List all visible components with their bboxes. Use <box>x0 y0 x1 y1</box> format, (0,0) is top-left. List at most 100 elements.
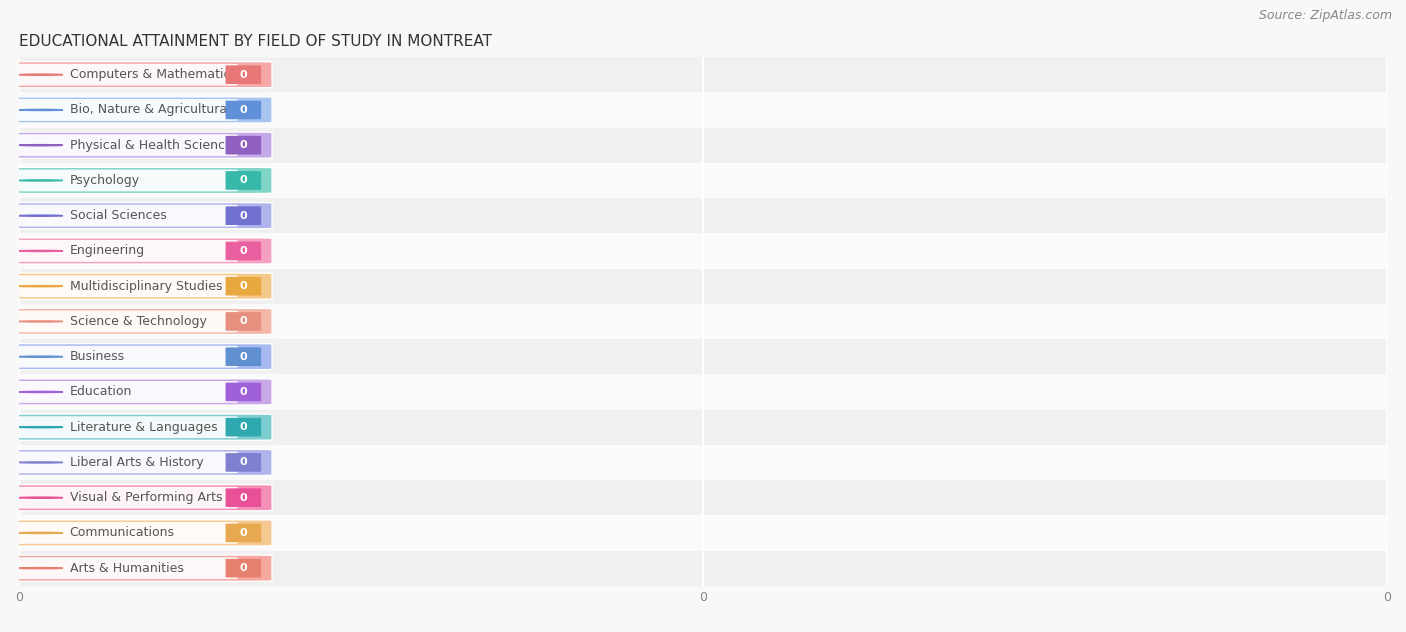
Text: 0: 0 <box>239 176 247 185</box>
FancyBboxPatch shape <box>7 308 273 334</box>
FancyBboxPatch shape <box>225 312 262 331</box>
Text: Multidisciplinary Studies: Multidisciplinary Studies <box>70 280 222 293</box>
FancyBboxPatch shape <box>11 240 238 262</box>
FancyBboxPatch shape <box>7 344 273 370</box>
Text: 0: 0 <box>239 458 247 468</box>
FancyBboxPatch shape <box>11 522 238 544</box>
Text: Bio, Nature & Agricultural: Bio, Nature & Agricultural <box>70 104 231 116</box>
Text: 0: 0 <box>239 317 247 327</box>
Circle shape <box>20 180 63 181</box>
Circle shape <box>20 568 63 569</box>
Circle shape <box>20 391 63 392</box>
FancyBboxPatch shape <box>7 203 273 229</box>
FancyBboxPatch shape <box>225 489 262 507</box>
Circle shape <box>20 427 63 428</box>
Text: 0: 0 <box>239 422 247 432</box>
FancyBboxPatch shape <box>7 485 273 511</box>
FancyBboxPatch shape <box>225 453 262 471</box>
Circle shape <box>20 145 63 146</box>
Text: Physical & Health Sciences: Physical & Health Sciences <box>70 138 239 152</box>
Text: Education: Education <box>70 386 132 398</box>
FancyBboxPatch shape <box>11 205 238 227</box>
FancyBboxPatch shape <box>225 65 262 84</box>
FancyBboxPatch shape <box>11 310 238 332</box>
Text: 0: 0 <box>239 493 247 502</box>
FancyBboxPatch shape <box>7 61 273 88</box>
FancyBboxPatch shape <box>11 99 238 121</box>
Bar <box>20 515 1386 550</box>
FancyBboxPatch shape <box>11 557 238 579</box>
Bar <box>20 233 1386 269</box>
Text: Psychology: Psychology <box>70 174 139 187</box>
Text: Business: Business <box>70 350 125 363</box>
Text: Science & Technology: Science & Technology <box>70 315 207 328</box>
Bar <box>20 92 1386 128</box>
FancyBboxPatch shape <box>11 169 238 191</box>
FancyBboxPatch shape <box>11 487 238 509</box>
FancyBboxPatch shape <box>7 238 273 264</box>
FancyBboxPatch shape <box>225 241 262 260</box>
Bar <box>20 163 1386 198</box>
Text: 0: 0 <box>239 70 247 80</box>
FancyBboxPatch shape <box>225 348 262 366</box>
Text: 0: 0 <box>239 140 247 150</box>
FancyBboxPatch shape <box>225 136 262 155</box>
Bar <box>20 339 1386 374</box>
Bar <box>20 550 1386 586</box>
Text: Arts & Humanities: Arts & Humanities <box>70 562 184 574</box>
Text: 0: 0 <box>239 528 247 538</box>
Bar <box>20 57 1386 92</box>
Bar <box>20 445 1386 480</box>
Text: EDUCATIONAL ATTAINMENT BY FIELD OF STUDY IN MONTREAT: EDUCATIONAL ATTAINMENT BY FIELD OF STUDY… <box>20 34 492 49</box>
Circle shape <box>20 74 63 75</box>
FancyBboxPatch shape <box>11 346 238 368</box>
FancyBboxPatch shape <box>225 382 262 401</box>
FancyBboxPatch shape <box>225 100 262 119</box>
Text: 0: 0 <box>239 351 247 362</box>
FancyBboxPatch shape <box>7 273 273 300</box>
Bar <box>20 480 1386 515</box>
FancyBboxPatch shape <box>225 171 262 190</box>
Text: 0: 0 <box>239 210 247 221</box>
Circle shape <box>20 321 63 322</box>
FancyBboxPatch shape <box>11 381 238 403</box>
FancyBboxPatch shape <box>11 276 238 297</box>
Circle shape <box>20 532 63 533</box>
Bar <box>20 410 1386 445</box>
FancyBboxPatch shape <box>11 451 238 473</box>
Circle shape <box>20 250 63 252</box>
Circle shape <box>20 497 63 498</box>
Bar <box>20 128 1386 163</box>
Text: 0: 0 <box>239 105 247 115</box>
Text: Communications: Communications <box>70 526 174 540</box>
Text: 0: 0 <box>239 387 247 397</box>
Bar <box>20 269 1386 304</box>
Text: Social Sciences: Social Sciences <box>70 209 166 222</box>
Circle shape <box>20 215 63 216</box>
FancyBboxPatch shape <box>225 559 262 578</box>
Text: Literature & Languages: Literature & Languages <box>70 421 218 434</box>
Text: Visual & Performing Arts: Visual & Performing Arts <box>70 491 222 504</box>
FancyBboxPatch shape <box>11 416 238 438</box>
Circle shape <box>20 462 63 463</box>
FancyBboxPatch shape <box>7 555 273 581</box>
Bar <box>20 304 1386 339</box>
Text: 0: 0 <box>239 563 247 573</box>
FancyBboxPatch shape <box>7 449 273 475</box>
FancyBboxPatch shape <box>225 277 262 296</box>
FancyBboxPatch shape <box>7 97 273 123</box>
FancyBboxPatch shape <box>7 167 273 193</box>
FancyBboxPatch shape <box>7 414 273 441</box>
Circle shape <box>20 109 63 111</box>
FancyBboxPatch shape <box>225 207 262 225</box>
FancyBboxPatch shape <box>11 134 238 156</box>
FancyBboxPatch shape <box>7 132 273 158</box>
FancyBboxPatch shape <box>7 379 273 405</box>
FancyBboxPatch shape <box>7 520 273 546</box>
Bar <box>20 198 1386 233</box>
FancyBboxPatch shape <box>11 64 238 85</box>
Text: 0: 0 <box>239 281 247 291</box>
Text: Liberal Arts & History: Liberal Arts & History <box>70 456 204 469</box>
Circle shape <box>20 356 63 357</box>
FancyBboxPatch shape <box>225 523 262 542</box>
